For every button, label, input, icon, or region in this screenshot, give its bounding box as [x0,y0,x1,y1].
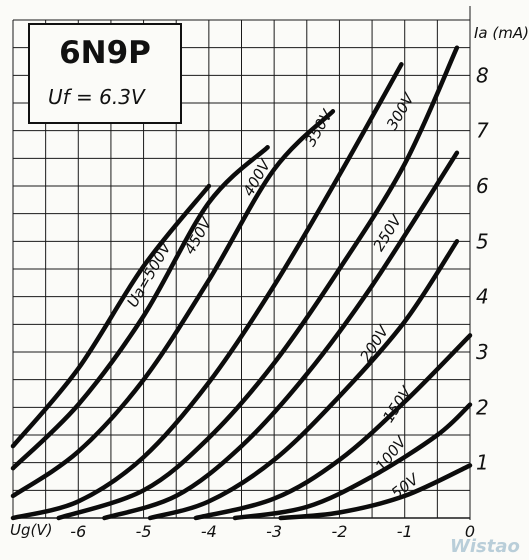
y-tick-label: 7 [476,119,489,143]
x-tick-label: -1 [397,522,413,541]
curve-label: 150V [379,382,416,426]
curve-350v [10,62,404,521]
x-axis-label: Ug(V) [10,521,52,539]
y-axis-label: Ia (mA) [474,24,529,42]
curve-200v [147,239,460,521]
curve-450v [10,145,270,471]
y-tick-label: 1 [476,451,489,475]
y-tick-label: 8 [476,63,489,87]
title-box: 6N9P Uf = 6.3V [28,23,182,124]
curve-50v [278,463,473,521]
y-tick-label: 6 [476,174,489,198]
y-tick-label: 5 [476,229,489,253]
chart-title: 6N9P [59,35,151,71]
curve-labels: 50V100V150V200V250V300V350V400V450VUa=50… [123,89,423,503]
curve-label: 100V [372,432,411,475]
watermark-logo: Wistao [450,536,520,557]
chart-subtitle: Uf = 6.3V [48,85,145,109]
y-tick-labels: 1 2 3 4 5 6 7 8 [476,63,489,474]
curve-100v [232,402,473,521]
curve-150v [193,333,473,521]
curve-label: 300V [383,89,419,133]
x-tick-label: -2 [331,522,347,541]
curve-250v [102,150,460,521]
x-tick-label: -3 [266,522,282,541]
curve-400v [10,109,336,499]
x-tick-labels: -6 -5 -4 -3 -2 -1 0 [70,522,475,541]
curve-300v [56,45,460,521]
curve-ua500v [10,183,212,449]
y-tick-label: 4 [476,285,489,309]
x-tick-label: -4 [201,522,217,541]
y-tick-label: 2 [476,395,489,419]
x-tick-label: -6 [70,522,86,541]
x-tick-label: 0 [465,522,475,541]
y-tick-label: 3 [476,340,489,364]
curve-label: 450V [180,213,216,257]
curves [10,45,473,521]
x-tick-label: -5 [136,522,152,541]
